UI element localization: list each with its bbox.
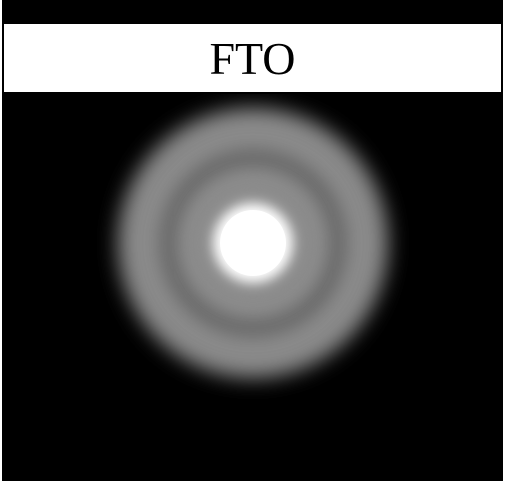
bright-core-solid xyxy=(220,210,286,276)
label-box: FTO xyxy=(2,22,503,94)
dark-annulus xyxy=(161,151,345,335)
label-text: FTO xyxy=(209,33,296,84)
